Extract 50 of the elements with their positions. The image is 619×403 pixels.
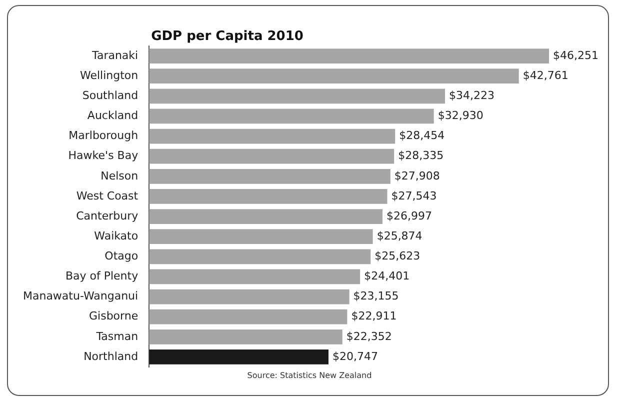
data-label: $22,352 bbox=[346, 330, 392, 343]
bar bbox=[149, 168, 390, 184]
data-label: $28,454 bbox=[399, 129, 445, 142]
bar bbox=[149, 88, 446, 104]
data-label: $23,155 bbox=[353, 290, 399, 303]
data-label: $28,335 bbox=[398, 149, 444, 162]
y-tick-label: Marlborough bbox=[68, 129, 138, 142]
bar bbox=[149, 269, 360, 284]
y-tick-label: Northland bbox=[84, 350, 138, 363]
bar bbox=[149, 209, 383, 224]
y-tick-label: Manawatu-Wanganui bbox=[22, 290, 138, 303]
data-label: $25,874 bbox=[376, 229, 422, 242]
y-tick-label: Tasman bbox=[95, 330, 138, 343]
data-label: $22,911 bbox=[351, 310, 397, 323]
y-tick-label: Taranaki bbox=[91, 48, 138, 62]
y-tick-label: Gisborne bbox=[89, 310, 138, 323]
chart-title: GDP per Capita 2010 bbox=[151, 29, 304, 44]
bar bbox=[149, 249, 371, 264]
y-tick-label: Hawke's Bay bbox=[68, 149, 139, 162]
bar bbox=[149, 329, 342, 344]
data-label: $27,908 bbox=[394, 169, 440, 182]
data-label: $27,543 bbox=[391, 189, 437, 202]
bar bbox=[149, 128, 396, 144]
y-tick-label: Wellington bbox=[80, 68, 138, 82]
bar bbox=[149, 289, 350, 304]
y-tick-label: Auckland bbox=[87, 109, 138, 122]
y-tick-label: Waikato bbox=[94, 229, 138, 242]
data-label: $24,401 bbox=[364, 270, 410, 283]
source-note: Source: Statistics New Zealand bbox=[246, 371, 373, 380]
y-tick-label: Nelson bbox=[100, 169, 138, 182]
y-tick-label: Bay of Plenty bbox=[65, 270, 139, 283]
data-label: $20,747 bbox=[332, 350, 378, 363]
data-label: $26,997 bbox=[386, 209, 432, 222]
bar bbox=[149, 48, 550, 64]
data-label: $32,930 bbox=[438, 109, 484, 122]
data-label: $34,223 bbox=[449, 89, 495, 102]
bar bbox=[149, 148, 394, 164]
bar bbox=[149, 309, 348, 324]
y-tick-label: West Coast bbox=[76, 189, 139, 202]
bar bbox=[149, 189, 388, 204]
bar bbox=[149, 350, 328, 364]
data-label: $25,623 bbox=[374, 250, 420, 263]
y-tick-label: Southland bbox=[82, 89, 138, 102]
bar bbox=[149, 108, 434, 124]
y-tick-label: Canterbury bbox=[76, 209, 139, 222]
data-label: $46,251 bbox=[553, 48, 599, 62]
bar bbox=[149, 68, 519, 84]
bar bbox=[149, 229, 373, 244]
y-tick-label: Otago bbox=[104, 250, 138, 263]
data-label: $42,761 bbox=[522, 68, 568, 82]
